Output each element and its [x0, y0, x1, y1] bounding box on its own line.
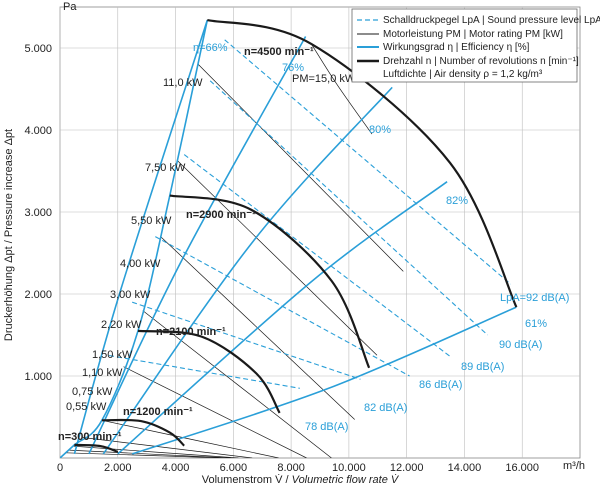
legend-box — [351, 8, 578, 83]
x-tick-label: 4.000 — [162, 462, 190, 474]
motor-label-2: 1,10 kW — [82, 367, 123, 379]
efficiency-curve — [88, 36, 307, 455]
sound-label-0: 78 dB(A) — [305, 421, 348, 433]
x-tick-label: 8.000 — [277, 462, 305, 474]
motor-rating-line — [65, 452, 226, 458]
x-tick-label: 0 — [57, 462, 63, 474]
motor-rating-line — [311, 43, 373, 135]
motor-label-0: 0,55 kW — [66, 401, 107, 413]
efficiency-label-3: 82% — [446, 195, 468, 207]
motor-rating-line — [68, 449, 231, 458]
x-axis-label-italic: Volumetric flow rate V̇ — [292, 473, 400, 486]
motor-label-3: 1,50 kW — [92, 349, 133, 361]
sound-level-line — [132, 301, 361, 380]
y-tick-label: 5.000 — [24, 43, 52, 55]
motor-label-1: 0,75 kW — [72, 386, 113, 398]
y-tick-label: 1.000 — [24, 371, 52, 383]
x-tick-label: 6.000 — [220, 462, 248, 474]
y-unit: Pa — [63, 1, 77, 13]
motor-label-8: 7,50 kW — [145, 162, 186, 174]
speed-curves — [74, 19, 518, 453]
x-tick-labels: 0 2.000 4.000 6.000 8.000 10.000 12.000 14.000 1… — [57, 462, 539, 474]
y-tick-labels: 1.000 2.000 3.000 4.000 5.000 — [24, 43, 52, 383]
motor-rating-line — [142, 310, 332, 458]
legend-text-1: Motorleistung PM | Motor rating PM [kW] — [383, 29, 563, 40]
y-tick-label: 2.000 — [24, 289, 52, 301]
speed-label-4: n=4500 min⁻¹ — [244, 46, 314, 58]
sound-label-5: LpA=92 dB(A) — [500, 292, 569, 304]
x-axis-label: Volumenstrom V̇ / Volumetric flow rate V… — [202, 473, 400, 486]
speed-curve — [169, 194, 371, 369]
legend-text-2: Wirkungsgrad η | Efficiency η [%] — [383, 42, 530, 53]
efficiency-curves — [60, 19, 517, 458]
motor-rating-line — [101, 419, 279, 458]
efficiency-curve — [102, 86, 393, 455]
motor-label-6: 4,00 kW — [120, 258, 161, 270]
motor-label-9: 11,0 kW — [163, 77, 203, 89]
y-tick-label: 3.000 — [24, 207, 52, 219]
motor-label-10: PM=15,0 kW — [292, 73, 356, 85]
sound-level-line — [209, 80, 488, 336]
efficiency-label-4: 61% — [525, 318, 547, 330]
speed-label-1: n=1200 min⁻¹ — [123, 406, 193, 418]
motor-rating-line — [72, 445, 239, 458]
speed-curve — [101, 418, 185, 447]
x-tick-label: 12.000 — [390, 462, 424, 474]
y-axis-label: Druckerhöhung Δpt / Pressure increase Δp… — [3, 129, 15, 341]
grid — [59, 7, 580, 458]
x-unit: m³/h — [563, 460, 585, 472]
efficiency-label-0: η=66% — [193, 42, 228, 54]
sound-label-3: 89 dB(A) — [461, 361, 504, 373]
motor-label-4: 2,20 kW — [101, 319, 142, 331]
curve-labels: 0,55 kW 0,75 kW 1,10 kW 1,50 kW 2,20 kW … — [58, 42, 569, 443]
speed-label-0: n=300 min⁻¹ — [58, 431, 122, 443]
sound-label-1: 82 dB(A) — [364, 402, 407, 414]
motor-label-5: 3,00 kW — [110, 289, 151, 301]
motor-rating-line — [123, 366, 307, 458]
motor-label-7: 5,50 kW — [131, 215, 172, 227]
x-tick-label: 14.000 — [448, 462, 482, 474]
x-tick-label: 2.000 — [104, 462, 132, 474]
speed-curve — [137, 329, 281, 414]
efficiency-label-2: 80% — [369, 124, 391, 136]
sound-level-line — [224, 39, 512, 285]
speed-label-3: n=2900 min⁻¹ — [186, 209, 256, 221]
sound-label-4: 90 dB(A) — [499, 339, 542, 351]
legend-text-0: Schalldruckpegel LpA | Sound pressure le… — [383, 15, 600, 26]
x-tick-label: 10.000 — [332, 462, 366, 474]
speed-label-2: n=2100 min⁻¹ — [156, 326, 226, 338]
speed-curve — [74, 443, 119, 453]
speed-curve — [207, 19, 518, 308]
x-axis-label-plain: Volumenstrom V̇ / — [202, 473, 292, 486]
efficiency-label-1: 76% — [282, 62, 304, 74]
efficiency-curve — [73, 19, 209, 455]
y-tick-label: 4.000 — [24, 125, 52, 137]
sound-label-2: 86 dB(A) — [419, 379, 462, 391]
motor-rating-line — [197, 63, 404, 272]
sound-level-line — [109, 354, 300, 389]
legend: Schalldruckpegel LpA | Sound pressure le… — [351, 8, 600, 83]
efficiency-curve — [117, 181, 448, 455]
legend-text-4: Luftdichte | Air density ρ = 1,2 kg/m³ — [383, 69, 543, 80]
x-tick-label: 16.000 — [505, 462, 539, 474]
legend-text-3: Drehzahl n | Number of revolutions n [mi… — [383, 56, 579, 67]
